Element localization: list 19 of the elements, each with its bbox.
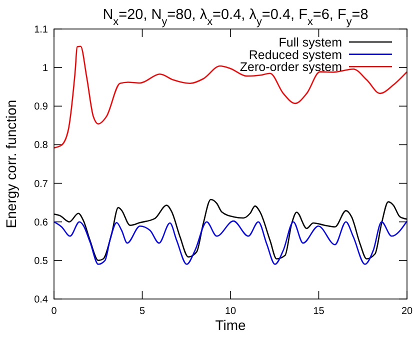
y-axis-title: Energy corr. function bbox=[3, 100, 19, 228]
y-tick-label: 1 bbox=[42, 63, 48, 74]
x-tick-label: 20 bbox=[401, 306, 413, 317]
legend-label: Full system bbox=[278, 36, 342, 50]
y-tick-label: 0.4 bbox=[34, 294, 48, 306]
y-tick-label: 0.8 bbox=[34, 140, 48, 152]
x-tick-label: 15 bbox=[313, 306, 325, 317]
y-tick-label: 0.7 bbox=[34, 178, 48, 190]
y-tick-label: 0.5 bbox=[34, 256, 48, 267]
legend-label: Zero-order system bbox=[240, 60, 342, 74]
x-tick-label: 10 bbox=[224, 306, 236, 317]
y-tick-label: 1.1 bbox=[34, 24, 48, 36]
x-tick-label: 0 bbox=[51, 306, 58, 317]
line-series bbox=[53, 220, 408, 265]
x-axis-title: Time bbox=[215, 317, 246, 333]
x-tick-label: 5 bbox=[139, 306, 146, 317]
y-tick-label: 0.6 bbox=[34, 217, 48, 228]
y-tick-label: 0.9 bbox=[34, 102, 48, 113]
chart-title: N$_{x}$=20, N$_{y}$=80, λ$_{x}$=0.4, λ$_{y}$=0.4, F$_{x}$=6, F$_{y}$=8 bbox=[102, 7, 368, 28]
